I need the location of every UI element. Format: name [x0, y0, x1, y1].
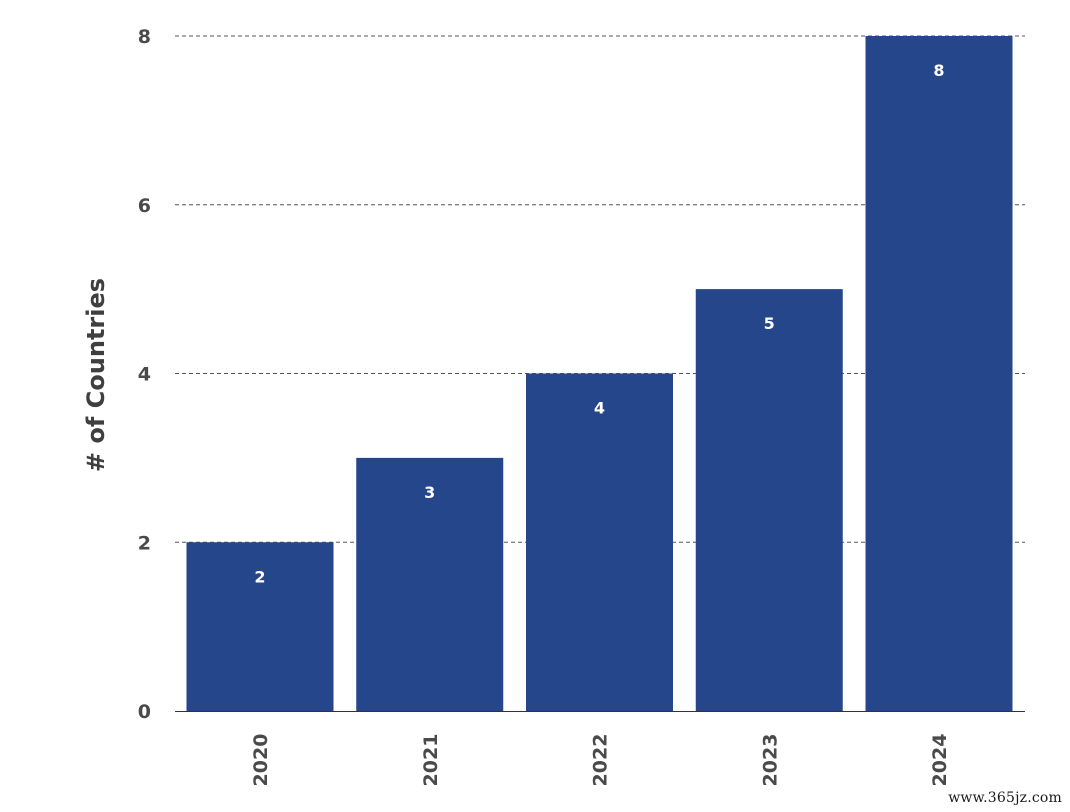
data-label: 2	[254, 567, 265, 586]
bars	[186, 36, 1013, 711]
data-label: 3	[424, 483, 435, 502]
y-axis-label: # of Countries	[82, 278, 110, 472]
bar	[865, 36, 1013, 711]
data-label: 8	[933, 61, 944, 80]
y-tick-label: 8	[138, 26, 151, 48]
watermark: www.365jz.com	[948, 790, 1062, 806]
x-tick-label: 2021	[420, 734, 442, 787]
y-tick-label: 0	[138, 701, 151, 723]
y-tick-label: 2	[138, 532, 151, 554]
bar	[186, 542, 334, 711]
y-tick-label: 4	[138, 364, 151, 386]
x-tick-label: 2022	[590, 734, 612, 787]
bar	[695, 289, 843, 711]
x-tick-label: 2024	[929, 734, 951, 787]
bar	[526, 373, 673, 711]
data-labels: 2 3 4 5 8	[254, 61, 944, 586]
data-label: 5	[764, 314, 775, 333]
x-tick-label: 2020	[250, 734, 272, 787]
bar	[356, 457, 504, 711]
tick-labels: 0 2 4 6 8 2020 2021 2022 2023 2024	[138, 26, 951, 786]
x-tick-label: 2023	[759, 734, 781, 787]
data-label: 4	[594, 399, 605, 418]
y-tick-label: 6	[138, 195, 151, 217]
